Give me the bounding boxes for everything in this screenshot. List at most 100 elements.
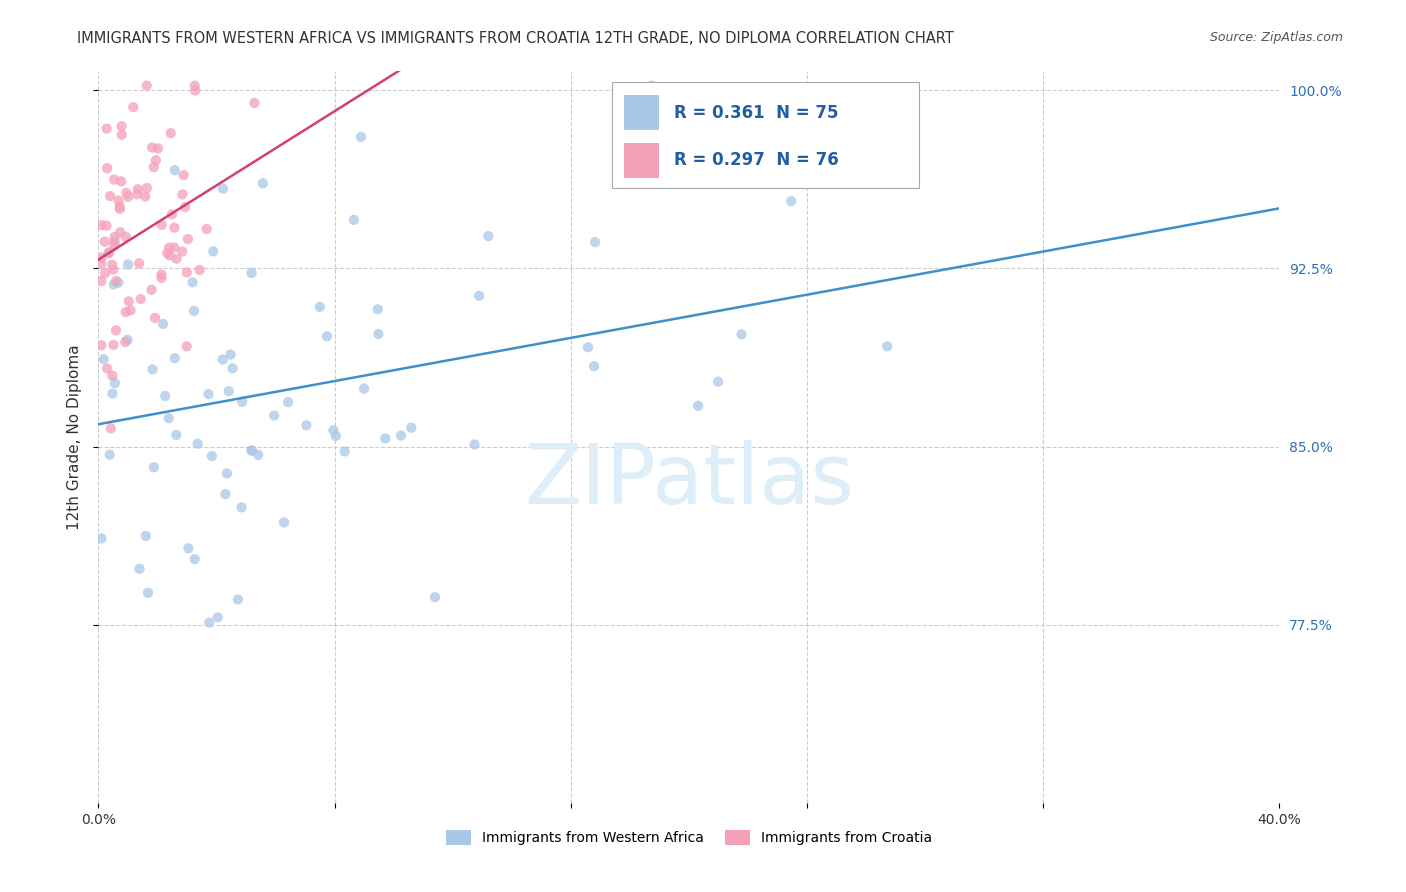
Point <box>96 219 118 233</box>
Point <box>117 190 139 204</box>
Point <box>219 347 242 361</box>
Point <box>195 222 218 236</box>
Point <box>96 361 118 376</box>
Point <box>108 225 131 239</box>
Point <box>686 399 709 413</box>
Point <box>263 409 285 423</box>
Point <box>136 181 159 195</box>
Point <box>94 266 117 280</box>
Point <box>240 443 263 458</box>
Point <box>176 339 198 353</box>
Point <box>730 327 752 342</box>
Point <box>159 248 181 262</box>
Point <box>211 352 233 367</box>
Point <box>107 276 129 290</box>
Point <box>163 351 186 366</box>
Text: IMMIGRANTS FROM WESTERN AFRICA VS IMMIGRANTS FROM CROATIA 12TH GRADE, NO DIPLOMA: IMMIGRANTS FROM WESTERN AFRICA VS IMMIGR… <box>77 31 955 46</box>
Point <box>174 200 197 214</box>
Point <box>277 395 299 409</box>
Point <box>166 252 188 266</box>
Point <box>160 207 183 221</box>
Point <box>120 303 142 318</box>
Point <box>374 431 396 445</box>
Point <box>157 241 180 255</box>
Point <box>212 181 235 195</box>
Point <box>117 257 139 271</box>
Point <box>198 615 221 630</box>
Point <box>103 262 125 277</box>
Point <box>215 467 238 481</box>
Point <box>107 194 129 208</box>
Text: R = 0.297  N = 76: R = 0.297 N = 76 <box>673 152 838 169</box>
Point <box>157 411 180 425</box>
Point <box>141 140 163 154</box>
Point <box>152 317 174 331</box>
Point <box>156 246 179 260</box>
Point <box>707 375 730 389</box>
Point <box>98 448 121 462</box>
Point <box>150 218 173 232</box>
Point <box>367 302 389 317</box>
Point <box>184 83 207 97</box>
Point <box>96 121 118 136</box>
Point <box>90 532 112 546</box>
Point <box>111 128 134 142</box>
Point <box>96 161 118 176</box>
Point <box>463 437 485 451</box>
Point <box>325 429 347 443</box>
Point <box>135 78 157 93</box>
Point <box>93 352 115 367</box>
Point <box>231 500 253 515</box>
Point <box>468 289 491 303</box>
Point <box>576 340 599 354</box>
Point <box>173 168 195 182</box>
Point <box>343 213 366 227</box>
Point <box>114 229 136 244</box>
Point <box>145 153 167 168</box>
Point <box>127 187 149 202</box>
Point <box>240 266 263 280</box>
Point <box>115 186 138 200</box>
Text: ZIPatlas: ZIPatlas <box>524 441 853 522</box>
Point <box>172 187 194 202</box>
Point <box>103 277 125 292</box>
Point <box>640 78 662 93</box>
Point <box>97 246 120 260</box>
Point <box>98 245 121 260</box>
Text: Source: ZipAtlas.com: Source: ZipAtlas.com <box>1209 31 1343 45</box>
Point <box>159 126 181 140</box>
Point <box>136 586 159 600</box>
Point <box>308 300 330 314</box>
Point <box>90 218 112 232</box>
Text: R = 0.361  N = 75: R = 0.361 N = 75 <box>673 103 838 121</box>
Point <box>172 244 194 259</box>
Point <box>181 275 204 289</box>
Point <box>353 382 375 396</box>
Point <box>122 100 145 114</box>
Point <box>104 230 127 244</box>
Point <box>583 235 606 249</box>
Point <box>104 323 127 337</box>
Point <box>108 202 131 216</box>
Point <box>183 78 205 93</box>
Y-axis label: 12th Grade, No Diploma: 12th Grade, No Diploma <box>67 344 83 530</box>
Point <box>247 448 270 462</box>
Point <box>94 235 117 249</box>
Point <box>101 368 124 383</box>
Point <box>105 274 128 288</box>
Point <box>114 334 136 349</box>
Point <box>188 263 211 277</box>
Point <box>183 552 205 566</box>
Point <box>100 421 122 435</box>
Point <box>214 487 236 501</box>
Point <box>103 238 125 252</box>
Legend: Immigrants from Western Africa, Immigrants from Croatia: Immigrants from Western Africa, Immigran… <box>440 825 938 851</box>
Point <box>226 592 249 607</box>
Point <box>163 163 186 178</box>
Point <box>108 200 131 214</box>
FancyBboxPatch shape <box>624 95 659 130</box>
Point <box>207 610 229 624</box>
Point <box>90 251 112 265</box>
Point <box>128 256 150 270</box>
Point <box>231 394 253 409</box>
